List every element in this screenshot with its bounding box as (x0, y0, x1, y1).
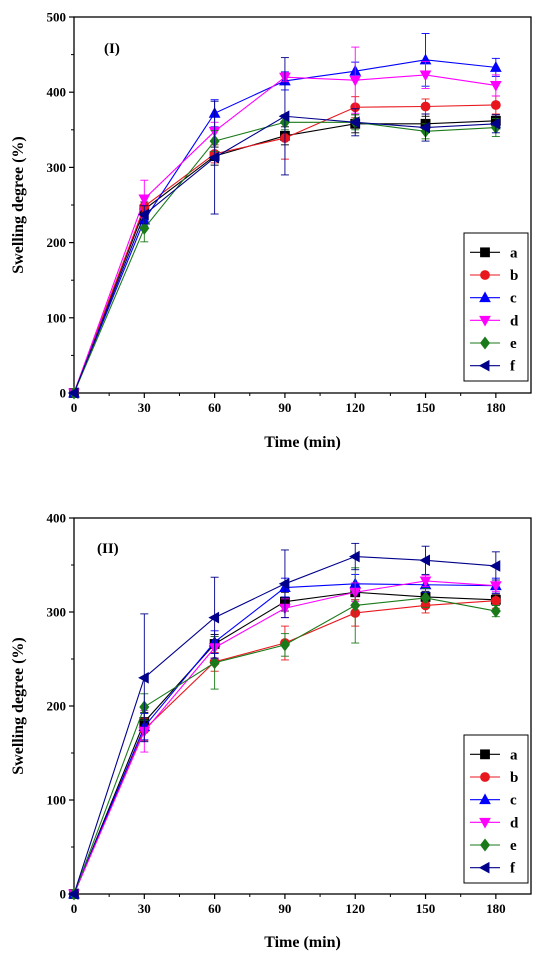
y-axis-label: Swelling degree (%) (10, 637, 27, 774)
legend-marker-c (479, 291, 491, 303)
legend-marker-c (479, 793, 491, 805)
x-tick-label: 180 (486, 901, 506, 916)
series-f (67, 542, 501, 900)
data-point-f (419, 121, 430, 134)
legend-box (463, 734, 529, 884)
legend-marker-d (479, 315, 491, 327)
data-point-b (490, 100, 501, 110)
data-point-f (278, 110, 290, 123)
x-tick-label: 60 (208, 400, 221, 415)
data-point-f (138, 671, 149, 684)
data-point-d (489, 80, 502, 92)
data-point-b (490, 595, 501, 606)
chart-panel-2: 0 30 60 90 120 150 180 0 100 200 300 400 Time (min) S… (10, 511, 532, 951)
legend-marker-b (480, 270, 490, 280)
x-tick-label: 90 (278, 901, 291, 916)
legend-marker-e (479, 336, 491, 350)
legend-box (463, 232, 529, 382)
y-tick-label: 0 (60, 386, 67, 401)
y-tick-label: 300 (47, 160, 67, 175)
data-point-b (420, 101, 431, 112)
x-axis-label: Time (min) (264, 434, 341, 451)
x-axis-label: Time (min) (264, 934, 341, 951)
data-point-e (279, 638, 290, 652)
data-point-d (419, 576, 432, 588)
y-tick-label: 400 (47, 511, 67, 526)
x-tick-label: 120 (345, 400, 365, 415)
data-point-e (209, 656, 220, 670)
y-tick-label: 500 (47, 10, 67, 25)
data-point-d (349, 75, 362, 87)
data-point-d (489, 581, 502, 592)
legend-label-e: e (510, 838, 517, 854)
data-point-d (419, 70, 432, 82)
y-tick-label: 0 (60, 887, 67, 902)
x-tick-label: 30 (138, 400, 151, 415)
data-point-f (489, 117, 501, 130)
x-tick-label: 0 (71, 901, 78, 916)
legend-marker-b (480, 772, 490, 782)
y-tick-label: 100 (47, 793, 67, 808)
x-tick-label: 0 (71, 400, 78, 415)
legend-label-b: b (510, 770, 518, 786)
panel-label: (II) (97, 541, 119, 557)
chart-panel-1: 0 30 60 90 120 150 180 0 100 200 300 400 500 Time (mi… (10, 10, 532, 451)
legend-marker-a (480, 749, 490, 760)
y-tick-label: 400 (47, 85, 67, 100)
data-point-e (490, 604, 501, 618)
data-point-f (348, 116, 360, 129)
x-tick-label: 180 (486, 400, 506, 415)
legend-label-d: d (510, 313, 519, 329)
data-point-f (67, 888, 79, 900)
data-point-e (139, 221, 150, 235)
data-point-f (278, 577, 290, 590)
x-tick-label: 60 (208, 901, 221, 916)
y-tick-label: 100 (47, 310, 67, 325)
x-tick-label: 120 (345, 901, 365, 916)
legend-label-a: a (510, 747, 518, 763)
legend-label-b: b (510, 268, 518, 284)
x-tick-label: 90 (278, 400, 291, 415)
data-point-c (489, 61, 502, 72)
y-tick-label: 200 (47, 699, 67, 714)
x-tick-label: 150 (416, 400, 436, 415)
data-point-f (348, 550, 360, 563)
data-point-f (67, 387, 79, 399)
data-point-f (208, 611, 220, 624)
y-tick-label: 300 (47, 605, 67, 620)
y-axis-label: Swelling degree (%) (10, 136, 27, 273)
data-point-e (420, 591, 431, 605)
legend-label-c: c (510, 793, 517, 809)
series-f (67, 57, 501, 399)
legend-label-f: f (510, 861, 516, 877)
data-point-d (138, 194, 151, 206)
x-tick-label: 150 (416, 901, 436, 916)
data-point-e (350, 598, 361, 612)
data-point-f (138, 208, 149, 221)
legend-label-e: e (510, 336, 517, 352)
legend-marker-f (478, 359, 490, 372)
legend-marker-a (480, 247, 490, 258)
legend-marker-f (478, 861, 490, 874)
legend-marker-d (479, 817, 491, 829)
data-point-f (419, 554, 430, 567)
legend-label-a: a (510, 245, 518, 261)
series-d (68, 574, 502, 901)
panel-label: (I) (104, 41, 120, 57)
legend-label-d: d (510, 815, 519, 831)
x-tick-label: 30 (138, 901, 151, 916)
legend-label-c: c (510, 291, 517, 307)
legend-marker-e (479, 838, 491, 852)
legend-label-f: f (510, 359, 516, 375)
data-point-f (208, 151, 220, 164)
data-point-f (489, 560, 501, 572)
y-tick-label: 200 (47, 235, 67, 250)
